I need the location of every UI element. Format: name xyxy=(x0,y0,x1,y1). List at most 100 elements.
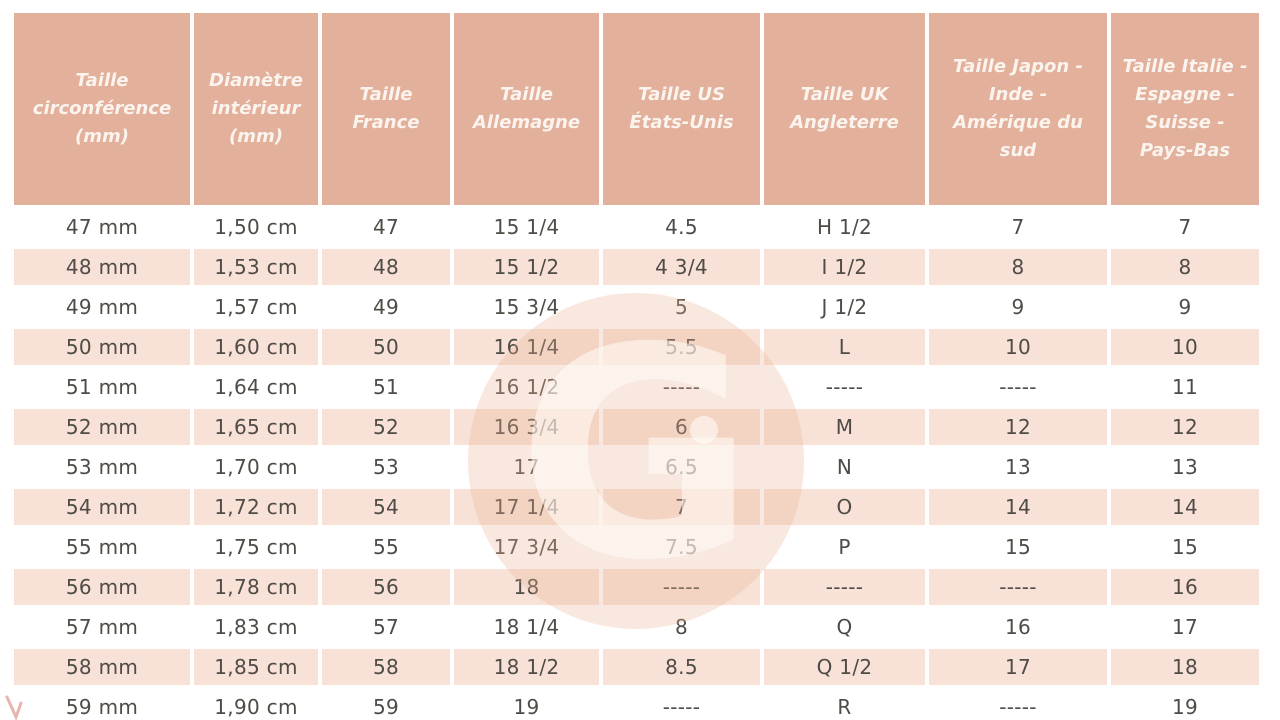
table-cell: 13 xyxy=(1171,455,1199,479)
table-cell: 19 xyxy=(1171,695,1199,719)
table-row: 54 mm 1,72 cm 54 17 1/4 7 O 14 14 xyxy=(14,489,1259,525)
table-cell: 15 xyxy=(1171,535,1199,559)
table-body: 47 mm 1,50 cm 47 15 1/4 4.5 H 1/2 7 7 48 mm 1,53 … xyxy=(14,209,1259,720)
table-cell: 1,83 cm xyxy=(214,615,298,639)
table-cell: 8.5 xyxy=(603,649,760,685)
table-cell: 16 xyxy=(1004,615,1032,639)
table-cell: 17 1/4 xyxy=(454,489,599,525)
ring-size-conversion-table: Taille circonférence (mm) Diamètre intéri… xyxy=(10,9,1263,720)
table-cell: 12 xyxy=(1111,409,1259,445)
table-cell: R xyxy=(837,695,852,719)
table-cell: 53 xyxy=(372,455,400,479)
column-header-8: Taille Italie - Espagne - Suisse - Pays-… xyxy=(1111,13,1259,205)
table-cell: 16 xyxy=(1111,569,1259,605)
column-header-6: Taille UK Angleterre xyxy=(764,13,925,205)
table-row: 53 mm 1,70 cm 53 17 6.5 N 13 13 xyxy=(14,449,1259,485)
column-header-4: Taille Allemagne xyxy=(454,13,599,205)
table-cell: 52 mm xyxy=(14,409,190,445)
table-cell: 7 xyxy=(1178,215,1192,239)
table-cell: 15 xyxy=(1004,535,1032,559)
column-header-7: Taille Japon - Inde - Amérique du sud xyxy=(929,13,1107,205)
table-cell: ----- xyxy=(662,695,701,719)
table-cell: 4 3/4 xyxy=(603,249,760,285)
table-cell: 57 mm xyxy=(65,615,139,639)
table-cell: 9 xyxy=(1011,295,1025,319)
table-cell: 14 xyxy=(1111,489,1259,525)
table-cell: 56 mm xyxy=(14,569,190,605)
table-cell: 1,65 cm xyxy=(194,409,318,445)
table-cell: 50 xyxy=(322,329,450,365)
table-cell: 15 1/2 xyxy=(454,249,599,285)
table-cell: 7 xyxy=(1011,215,1025,239)
table-cell: 1,50 cm xyxy=(214,215,298,239)
table-cell: ----- xyxy=(999,375,1037,399)
table-cell: 1,60 cm xyxy=(194,329,318,365)
column-header-1: Taille circonférence (mm) xyxy=(14,13,190,205)
table-cell: 18 1/2 xyxy=(454,649,599,685)
table-cell: P xyxy=(838,535,851,559)
table-cell: Q xyxy=(836,615,853,639)
table-row: 59 mm 1,90 cm 59 19 ----- R ----- 19 xyxy=(14,689,1259,720)
table-cell: 1,72 cm xyxy=(194,489,318,525)
table-row: 50 mm 1,60 cm 50 16 1/4 5.5 L 10 10 xyxy=(14,329,1259,365)
table-cell: M xyxy=(764,409,925,445)
table-row: 55 mm 1,75 cm 55 17 3/4 7.5 P 15 15 xyxy=(14,529,1259,565)
table-cell: 48 mm xyxy=(14,249,190,285)
table-cell: 16 3/4 xyxy=(454,409,599,445)
table-cell: 5 xyxy=(674,295,689,319)
table-cell: 15 3/4 xyxy=(493,295,560,319)
header-row: Taille circonférence (mm) Diamètre intéri… xyxy=(14,13,1259,205)
table-cell: ----- xyxy=(603,569,760,605)
table-cell: 7.5 xyxy=(665,535,698,559)
table-cell: 18 1/4 xyxy=(493,615,560,639)
table-cell: 8 xyxy=(674,615,689,639)
table-cell: 58 xyxy=(322,649,450,685)
table-cell: 13 xyxy=(1004,455,1032,479)
table-cell: 52 xyxy=(322,409,450,445)
table-row: 49 mm 1,57 cm 49 15 3/4 5 J 1/2 9 9 xyxy=(14,289,1259,325)
table-cell: 57 xyxy=(372,615,400,639)
table-cell: ----- xyxy=(929,569,1107,605)
table-cell: 5.5 xyxy=(603,329,760,365)
table-cell: 1,70 cm xyxy=(214,455,298,479)
table-cell: 6.5 xyxy=(665,455,698,479)
table-cell: 49 xyxy=(372,295,400,319)
table-cell: 7 xyxy=(603,489,760,525)
table-cell: 10 xyxy=(929,329,1107,365)
table-cell: 49 mm xyxy=(65,295,139,319)
table-cell: 18 xyxy=(454,569,599,605)
table-cell: Q 1/2 xyxy=(764,649,925,685)
table-row: 47 mm 1,50 cm 47 15 1/4 4.5 H 1/2 7 7 xyxy=(14,209,1259,245)
table-cell: 1,57 cm xyxy=(214,295,298,319)
table-cell: 9 xyxy=(1178,295,1192,319)
table-cell: ----- xyxy=(662,375,701,399)
table-cell: 8 xyxy=(1111,249,1259,285)
table-cell: 16 1/2 xyxy=(493,375,560,399)
table-cell: 1,64 cm xyxy=(214,375,298,399)
table-cell: 55 mm xyxy=(65,535,139,559)
table-cell: H 1/2 xyxy=(816,215,873,239)
table-cell: 55 xyxy=(372,535,400,559)
table-cell: 47 mm xyxy=(65,215,139,239)
table-cell: ----- xyxy=(825,375,864,399)
table-cell: 19 xyxy=(513,695,540,719)
table-cell: 18 xyxy=(1111,649,1259,685)
table-row: 52 mm 1,65 cm 52 16 3/4 6 M 12 12 xyxy=(14,409,1259,445)
table-cell: 53 mm xyxy=(65,455,139,479)
table-cell: 1,53 cm xyxy=(194,249,318,285)
table-cell: 59 mm xyxy=(65,695,139,719)
table-cell: 14 xyxy=(929,489,1107,525)
table-cell: 15 1/4 xyxy=(493,215,560,239)
table-cell: 50 mm xyxy=(14,329,190,365)
table-cell: 12 xyxy=(929,409,1107,445)
table-cell: 1,75 cm xyxy=(214,535,298,559)
table-cell: 10 xyxy=(1111,329,1259,365)
table-cell: 59 xyxy=(372,695,400,719)
table-row: 56 mm 1,78 cm 56 18 ----- ----- ----- 16 xyxy=(14,569,1259,605)
table-cell: 4.5 xyxy=(665,215,698,239)
column-header-2: Diamètre intérieur (mm) xyxy=(194,13,318,205)
table-cell: 17 xyxy=(513,455,540,479)
table-cell: 48 xyxy=(322,249,450,285)
table-cell: 6 xyxy=(603,409,760,445)
table-row: 57 mm 1,83 cm 57 18 1/4 8 Q 16 17 xyxy=(14,609,1259,645)
